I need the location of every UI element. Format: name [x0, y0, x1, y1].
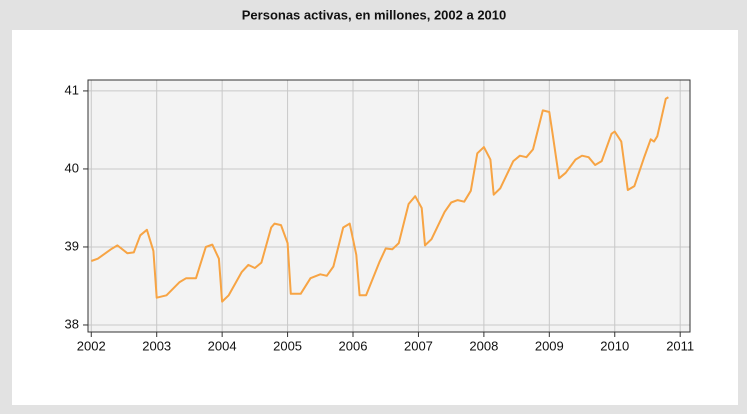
x-tick-label: 2002 [77, 338, 106, 353]
chart-title: Personas activas, en millones, 2002 a 20… [242, 7, 507, 22]
x-tick-label: 2006 [339, 338, 368, 353]
x-tick-label: 2010 [600, 338, 629, 353]
plot-area [88, 80, 690, 332]
x-tick-label: 2011 [666, 338, 694, 353]
x-tick-label: 2003 [142, 338, 171, 353]
x-tick-label: 2004 [208, 338, 237, 353]
plot-frame [87, 79, 691, 333]
y-tick-label: 39 [65, 238, 79, 253]
y-tick-label: 38 [65, 316, 79, 331]
x-tick-label: 2007 [404, 338, 433, 353]
x-tick-label: 2005 [273, 338, 302, 353]
x-tick-label: 2009 [535, 338, 564, 353]
y-tick-label: 41 [65, 82, 79, 97]
y-tick-label: 40 [65, 160, 79, 175]
data-line [90, 96, 669, 303]
x-tick-label: 2008 [469, 338, 498, 353]
